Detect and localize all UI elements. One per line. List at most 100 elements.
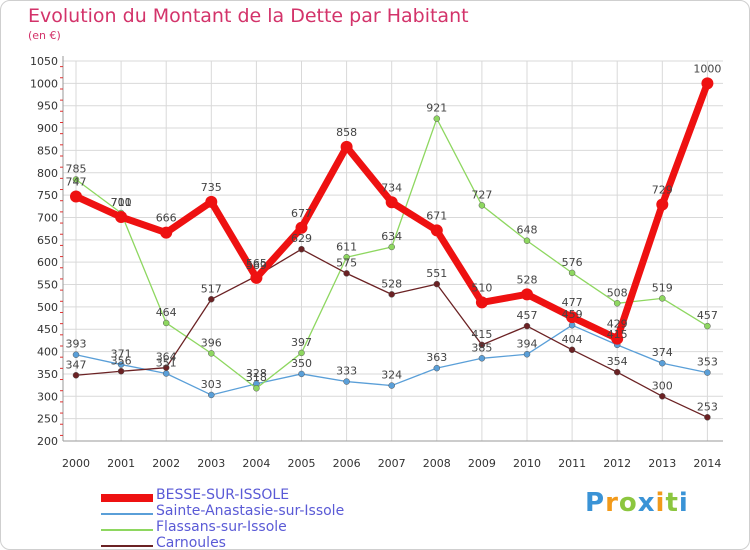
y-tick-label: 700 bbox=[37, 211, 58, 224]
data-point-3 bbox=[298, 245, 305, 253]
data-point-1 bbox=[433, 364, 441, 372]
data-point-0 bbox=[430, 224, 443, 237]
data-label-3: 300 bbox=[652, 379, 673, 392]
data-label-0: 677 bbox=[291, 207, 312, 220]
data-label-2: 396 bbox=[201, 336, 222, 349]
data-label-2: 634 bbox=[381, 230, 402, 243]
data-point-3 bbox=[162, 364, 170, 371]
data-point-3 bbox=[478, 341, 486, 349]
y-tick-label: 600 bbox=[37, 256, 58, 269]
data-point-0 bbox=[656, 198, 669, 211]
data-label-0: 734 bbox=[381, 181, 402, 194]
data-point-2 bbox=[433, 115, 441, 122]
data-label-2: 727 bbox=[471, 188, 492, 201]
x-tick-label: 2007 bbox=[378, 457, 406, 470]
data-label-3: 569 bbox=[246, 259, 267, 272]
data-point-2 bbox=[298, 349, 305, 357]
data-point-1 bbox=[523, 351, 531, 358]
data-label-2: 921 bbox=[426, 102, 447, 115]
y-tick-label: 350 bbox=[37, 368, 58, 381]
data-point-3 bbox=[72, 372, 80, 379]
data-label-3: 404 bbox=[562, 333, 583, 346]
y-tick-label: 300 bbox=[37, 390, 58, 403]
x-tick-label: 2014 bbox=[693, 457, 721, 470]
data-label-1: 415 bbox=[607, 328, 628, 341]
data-label-1: 394 bbox=[517, 337, 538, 350]
data-label-0: 1000 bbox=[693, 62, 721, 75]
y-tick-label: 1050 bbox=[30, 55, 58, 68]
data-point-1 bbox=[298, 370, 305, 378]
data-point-2 bbox=[704, 322, 711, 330]
data-point-0 bbox=[295, 221, 308, 234]
data-label-0: 429 bbox=[607, 318, 628, 331]
data-label-0: 565 bbox=[246, 257, 267, 270]
data-label-2: 464 bbox=[156, 306, 177, 319]
data-point-2 bbox=[478, 202, 486, 209]
legend-label-flassans: Flassans-sur-Issole bbox=[156, 519, 287, 535]
data-point-1 bbox=[72, 351, 80, 358]
data-label-2: 397 bbox=[291, 336, 312, 349]
x-tick-label: 2006 bbox=[333, 457, 361, 470]
data-point-2 bbox=[72, 176, 80, 183]
data-label-2: 519 bbox=[652, 281, 673, 294]
data-point-1 bbox=[117, 361, 125, 368]
data-label-0: 477 bbox=[562, 296, 583, 309]
data-point-1 bbox=[343, 378, 350, 385]
data-label-0: 747 bbox=[66, 175, 87, 188]
legend-label-sainte-anastasie: Sainte-Anastasie-sur-Issole bbox=[156, 503, 345, 519]
data-label-3: 457 bbox=[517, 309, 538, 322]
data-point-3 bbox=[117, 368, 125, 375]
data-label-2: 576 bbox=[562, 256, 583, 269]
data-point-0 bbox=[701, 77, 714, 90]
data-point-0 bbox=[566, 311, 579, 324]
data-label-1: 371 bbox=[111, 348, 132, 361]
legend-label-carnoules: Carnoules bbox=[156, 535, 226, 550]
data-label-2: 785 bbox=[66, 162, 87, 175]
data-label-1: 385 bbox=[471, 341, 492, 354]
data-label-1: 374 bbox=[652, 346, 673, 359]
y-tick-label: 900 bbox=[37, 122, 58, 135]
data-label-2: 508 bbox=[607, 286, 628, 299]
data-label-1: 351 bbox=[156, 356, 177, 369]
data-label-3: 253 bbox=[697, 400, 718, 413]
y-tick-label: 1000 bbox=[30, 77, 58, 90]
data-point-1 bbox=[388, 382, 395, 389]
x-tick-label: 2008 bbox=[423, 457, 451, 470]
logo-letter: x bbox=[637, 488, 656, 518]
data-point-1 bbox=[704, 369, 711, 376]
y-tick-label: 500 bbox=[37, 301, 58, 314]
data-label-2: 611 bbox=[336, 240, 357, 253]
y-tick-label: 650 bbox=[37, 234, 58, 247]
data-point-1 bbox=[162, 370, 170, 377]
y-tick-label: 200 bbox=[37, 435, 58, 448]
data-point-0 bbox=[340, 140, 353, 153]
data-point-0 bbox=[115, 211, 128, 224]
data-label-3: 551 bbox=[426, 267, 447, 280]
data-point-2 bbox=[659, 295, 666, 302]
legend-label-besse: BESSE-SUR-ISSOLE bbox=[156, 487, 290, 503]
data-point-2 bbox=[343, 254, 350, 261]
data-point-0 bbox=[521, 288, 533, 301]
data-point-0 bbox=[475, 296, 488, 309]
data-label-1: 353 bbox=[697, 356, 718, 369]
data-label-3: 415 bbox=[471, 328, 492, 341]
logo-letter: i bbox=[678, 488, 689, 518]
data-label-2: 318 bbox=[246, 371, 267, 384]
data-point-2 bbox=[613, 300, 621, 307]
data-point-0 bbox=[250, 271, 263, 284]
x-tick-label: 2000 bbox=[62, 457, 90, 470]
x-tick-label: 2013 bbox=[648, 457, 676, 470]
data-point-1 bbox=[478, 355, 486, 362]
data-point-3 bbox=[659, 393, 666, 400]
data-point-2 bbox=[253, 384, 260, 392]
data-label-0: 510 bbox=[471, 281, 492, 294]
x-tick-label: 2009 bbox=[468, 457, 496, 470]
x-tick-label: 2012 bbox=[603, 457, 631, 470]
data-point-3 bbox=[613, 368, 621, 376]
data-label-1: 350 bbox=[291, 357, 312, 370]
data-point-3 bbox=[388, 291, 395, 298]
legend-swatch-besse bbox=[101, 494, 153, 502]
x-tick-label: 2001 bbox=[107, 457, 135, 470]
